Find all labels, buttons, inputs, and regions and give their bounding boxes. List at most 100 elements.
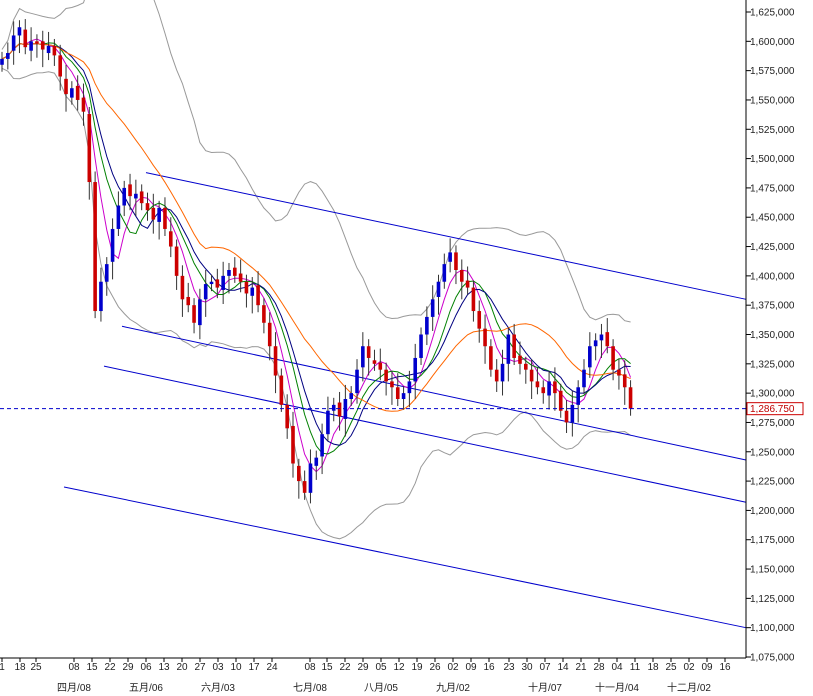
candle-body: [494, 369, 499, 382]
candle-body: [425, 316, 429, 335]
y-tick-label: 1,300,000: [750, 389, 795, 400]
candle-body: [471, 287, 476, 312]
x-tick-label: 22: [104, 662, 116, 673]
candle-body: [331, 404, 336, 411]
candle-body: [145, 203, 150, 211]
candle-body: [605, 332, 610, 347]
trend-channel-lines: [63, 172, 747, 629]
candle-body: [372, 360, 377, 364]
x-tick-label: 02: [683, 662, 695, 673]
candle-body: [308, 463, 313, 493]
candle-body: [483, 328, 487, 347]
y-tick-label: 1,125,000: [750, 594, 795, 605]
candle-body: [221, 275, 225, 290]
candle-body: [477, 311, 482, 329]
x-tick-label: 25: [665, 662, 677, 673]
y-tick-label: 1,225,000: [750, 477, 795, 488]
candle-body: [6, 53, 10, 59]
candle-body: [0, 58, 4, 65]
x-tick-label: 12: [393, 662, 405, 673]
candle-body: [151, 207, 156, 220]
y-tick-label: 1,200,000: [750, 506, 795, 517]
x-tick-label: 10: [230, 662, 242, 673]
y-tick-label: 1,600,000: [750, 37, 795, 48]
candle-body: [291, 425, 295, 464]
candle-body: [29, 41, 33, 51]
ma-fast-line: [1, 43, 631, 446]
candle-body: [320, 434, 324, 457]
candle-body: [553, 381, 557, 394]
x-tick-label: 05: [375, 662, 387, 673]
candle-body: [52, 46, 57, 56]
x-tick-label: 29: [122, 662, 134, 673]
candle-body: [192, 305, 196, 323]
ma-long-line: [1, 43, 631, 412]
x-month-label: 九月/02: [436, 682, 470, 694]
x-tick-label: 04: [611, 662, 623, 673]
candle-body: [87, 114, 92, 183]
candle-body: [198, 299, 202, 326]
candle-body: [23, 29, 28, 48]
candle-body: [506, 334, 511, 364]
x-tick-label: 28: [593, 662, 605, 673]
y-tick-label: 1,250,000: [750, 447, 795, 458]
x-tick-label: 15: [321, 662, 333, 673]
x-tick-label: 11: [630, 662, 641, 673]
candle-body: [529, 369, 534, 382]
x-tick-label: 21: [575, 662, 587, 673]
candle-body: [267, 322, 272, 347]
x-tick-label: 15: [86, 662, 98, 673]
y-tick-label: 1,375,000: [750, 301, 795, 312]
x-tick-label: 16: [483, 662, 495, 673]
x-month-label: 十二月/02: [667, 681, 711, 694]
candle-body: [622, 374, 627, 388]
candle-body: [547, 381, 551, 396]
candle-body: [419, 334, 423, 358]
candle-body: [489, 346, 493, 370]
candle-body: [349, 393, 353, 399]
candle-body: [110, 228, 115, 262]
x-month-label: 八月/05: [364, 682, 398, 694]
candle-body: [233, 267, 237, 276]
candle-body: [46, 46, 51, 54]
candle-body: [378, 362, 383, 370]
candle-body: [262, 305, 266, 323]
candle-body: [238, 273, 243, 282]
y-tick-label: 1,500,000: [750, 154, 795, 165]
current-price-marker: 1,286.750: [0, 402, 804, 416]
channel-lower-line: [63, 486, 747, 629]
candle-body: [104, 264, 109, 282]
candle-body: [454, 252, 458, 270]
candle-body: [355, 369, 359, 394]
x-tick-label: 22: [339, 662, 351, 673]
candle-body: [285, 404, 289, 429]
x-tick-label: 03: [212, 662, 224, 673]
x-tick-label: 17: [248, 662, 260, 673]
x-month-label: 五月/06: [129, 682, 163, 694]
x-tick-label: 24: [266, 662, 278, 673]
y-tick-label: 1,325,000: [750, 359, 795, 370]
x-tick-label: 13: [158, 662, 170, 673]
channel-mid-lower-line: [103, 365, 747, 503]
candle-body: [35, 41, 39, 44]
y-tick-label: 1,350,000: [750, 330, 795, 341]
y-tick-label: 1,550,000: [750, 95, 795, 106]
candle-body: [157, 207, 161, 222]
x-tick-label: 06: [140, 662, 152, 673]
y-tick-label: 1,400,000: [750, 271, 795, 282]
x-tick-label: 16: [719, 662, 731, 673]
channel-mid-upper-line: [121, 325, 747, 461]
x-tick-label: 30: [521, 662, 533, 673]
candle-body: [215, 279, 220, 288]
candle-body: [390, 381, 394, 388]
candles: [0, 19, 633, 504]
x-tick-label: 19: [411, 662, 423, 673]
candle-body: [314, 457, 319, 466]
candle-body: [459, 270, 464, 282]
candle-body: [337, 402, 342, 417]
candle-body: [122, 187, 127, 206]
y-tick-label: 1,275,000: [750, 418, 795, 429]
candle-body: [395, 387, 400, 399]
x-tick-label: 14: [557, 662, 569, 673]
candle-body: [588, 346, 592, 368]
